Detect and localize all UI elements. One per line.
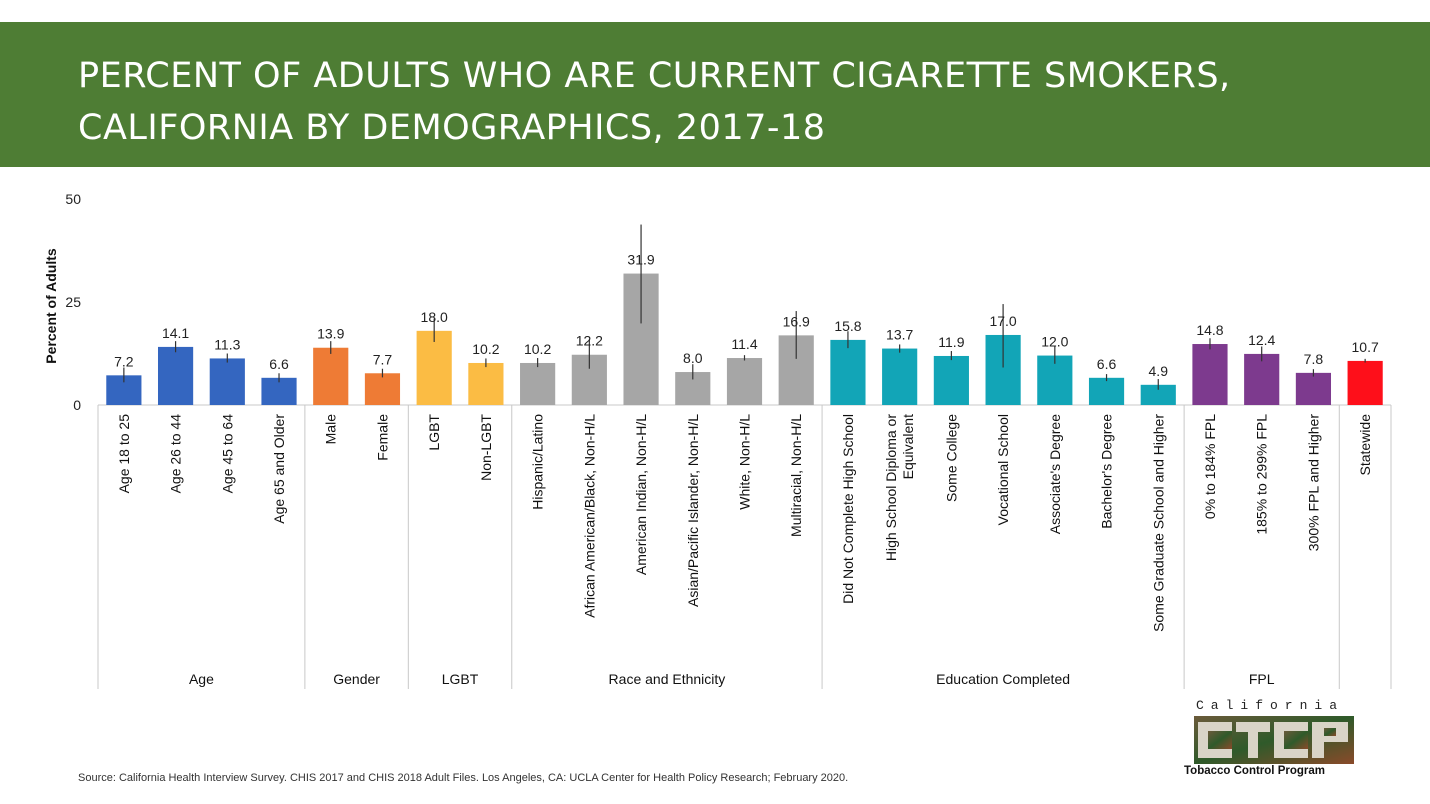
data-label-16: 11.9 <box>938 334 964 350</box>
y-axis-title: Percent of Adults <box>43 248 59 364</box>
bar-23 <box>1295 372 1332 405</box>
bar-1 <box>157 346 194 405</box>
bar-chart: 0 25 50 Percent of Adults 7.2 Age 18 to 25 14.… <box>43 191 1392 689</box>
data-label-4: 13.9 <box>317 326 344 342</box>
x-tick-label-19: Bachelor's Degree <box>1099 414 1115 529</box>
data-label-20: 4.9 <box>1149 363 1169 379</box>
x-tick-label-5: Female <box>374 414 390 461</box>
x-tick-label-3: Age 65 and Older <box>271 414 287 524</box>
data-label-18: 12.0 <box>1041 334 1068 350</box>
bar-14 <box>830 339 866 405</box>
data-label-1: 14.1 <box>162 325 189 341</box>
y-tick-label-2: 50 <box>65 191 81 207</box>
x-tick-label-15-line-1: Equivalent <box>900 414 916 479</box>
data-label-11: 8.0 <box>683 350 703 366</box>
ctcp-logo: California Tobacco Control Program <box>1180 698 1370 780</box>
data-label-17: 17.0 <box>989 313 1016 329</box>
x-tick-label-13: Multiracial, Non-H/L <box>788 414 804 537</box>
x-tick-label-21: 0% to 184% FPL <box>1202 414 1218 519</box>
x-tick-label-20: Some Graduate School and Higher <box>1150 414 1166 632</box>
bar-22 <box>1244 353 1280 405</box>
bar-16 <box>933 355 969 405</box>
data-label-23: 7.8 <box>1304 351 1324 367</box>
bar-8 <box>520 362 556 405</box>
logo-california-text: California <box>1196 698 1345 713</box>
data-label-5: 7.7 <box>373 351 393 367</box>
data-label-12: 11.4 <box>731 336 757 352</box>
x-tick-label-22: 185% to 299% FPL <box>1254 414 1270 535</box>
data-label-6: 18.0 <box>421 309 448 325</box>
x-tick-label-4: Male <box>323 414 339 445</box>
bar-21 <box>1192 344 1228 405</box>
data-label-8: 10.2 <box>524 341 551 357</box>
data-label-21: 14.8 <box>1196 322 1223 338</box>
data-label-0: 7.2 <box>114 353 134 369</box>
title-banner: PERCENT OF ADULTS WHO ARE CURRENT CIGARE… <box>0 22 1430 167</box>
y-tick-label-1: 25 <box>65 294 81 310</box>
x-tick-label-1: Age 26 to 44 <box>168 414 184 494</box>
x-tick-label-2: Age 45 to 64 <box>219 414 235 494</box>
data-label-10: 31.9 <box>627 252 654 268</box>
x-tick-label-18: Associate's Degree <box>1047 414 1063 534</box>
x-tick-label-23: 300% FPL and Higher <box>1305 414 1321 552</box>
data-label-19: 6.6 <box>1097 356 1117 372</box>
bar-24 <box>1347 360 1383 405</box>
group-label-4: Education Completed <box>936 671 1070 687</box>
data-label-3: 6.6 <box>269 356 289 372</box>
bar-6 <box>416 330 452 405</box>
bar-3 <box>261 377 297 405</box>
logo-ctcp-mark <box>1194 716 1354 764</box>
x-tick-label-9: African American/Black, Non-H/L <box>581 414 597 618</box>
data-label-14: 15.8 <box>834 318 861 334</box>
bar-12 <box>726 358 763 405</box>
data-label-13: 16.9 <box>783 313 810 329</box>
bar-5 <box>364 373 401 405</box>
y-tick-label-0: 0 <box>73 397 81 413</box>
data-label-24: 10.7 <box>1352 339 1379 355</box>
data-label-2: 11.3 <box>214 336 240 352</box>
bar-19 <box>1088 377 1125 405</box>
logo-program-text: Tobacco Control Program <box>1184 765 1325 777</box>
bar-2 <box>209 358 245 405</box>
bar-20 <box>1140 384 1176 405</box>
x-tick-label-14: Did Not Complete High School <box>840 414 856 604</box>
data-label-7: 10.2 <box>472 341 499 357</box>
group-label-5: FPL <box>1249 671 1275 687</box>
bar-7 <box>468 362 504 405</box>
x-tick-label-24: Statewide <box>1357 414 1373 476</box>
page-title: PERCENT OF ADULTS WHO ARE CURRENT CIGARE… <box>78 50 1378 154</box>
x-tick-label-0: Age 18 to 25 <box>116 414 132 494</box>
x-tick-label-7: Non-LGBT <box>478 414 494 481</box>
bar-4 <box>313 347 349 405</box>
x-tick-label-12: White, Non-H/L <box>737 414 753 510</box>
source-citation: Source: California Health Interview Surv… <box>78 772 849 784</box>
x-tick-label-10: American Indian, Non-H/L <box>633 414 649 575</box>
group-label-3: Race and Ethnicity <box>609 671 726 687</box>
x-tick-label-6: LGBT <box>426 414 442 451</box>
x-tick-label-8: Hispanic/Latino <box>530 414 546 510</box>
x-tick-label-15-line-0: High School Diploma or <box>883 414 899 561</box>
x-tick-label-11: Asian/Pacific Islander, Non-H/L <box>685 414 701 607</box>
page-title-line-1: PERCENT OF ADULTS WHO ARE CURRENT CIGARE… <box>78 56 1231 96</box>
group-label-2: LGBT <box>442 671 479 687</box>
data-label-22: 12.4 <box>1248 332 1275 348</box>
bar-15 <box>882 348 918 405</box>
x-tick-label-17: Vocational School <box>995 414 1011 525</box>
page-title-line-2: CALIFORNIA BY DEMOGRAPHICS, 2017-18 <box>78 108 826 148</box>
data-label-15: 13.7 <box>886 327 913 343</box>
group-label-0: Age <box>189 671 214 687</box>
x-tick-label-16: Some College <box>943 414 959 502</box>
data-label-9: 12.2 <box>576 333 603 349</box>
group-label-1: Gender <box>333 671 380 687</box>
